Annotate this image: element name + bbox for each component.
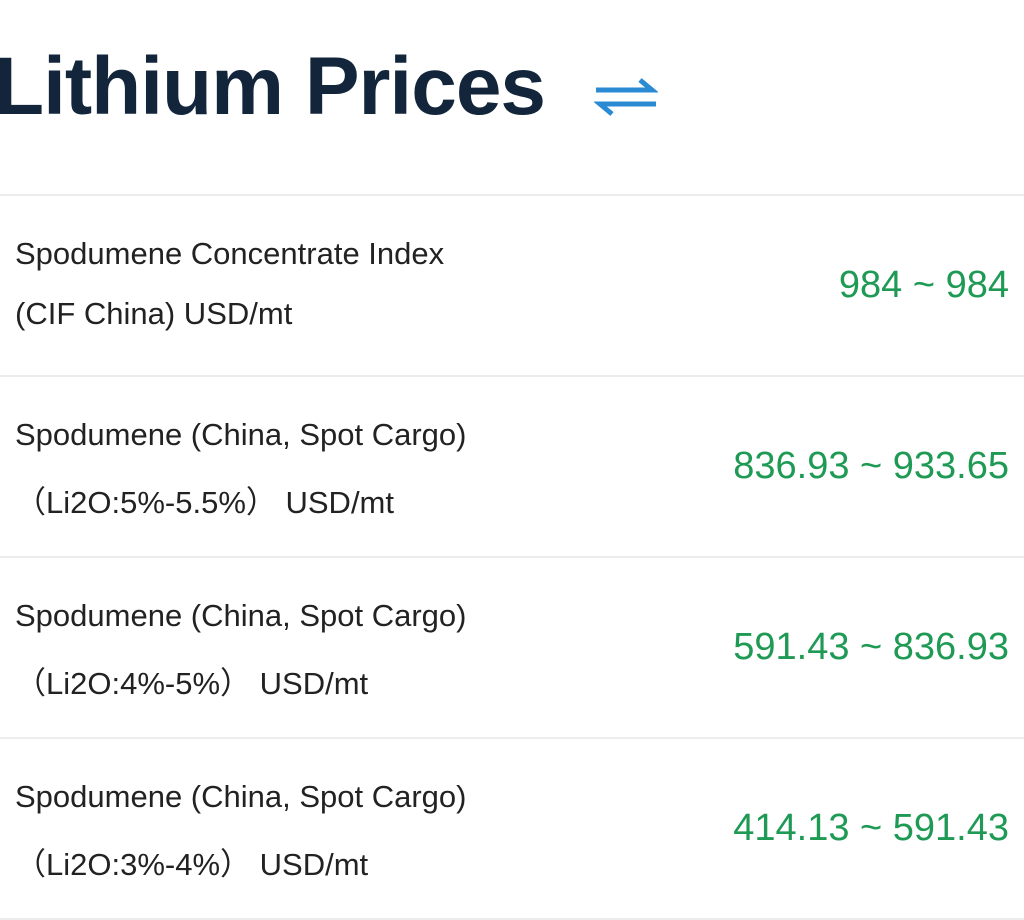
price-row[interactable]: Spodumene (China, Spot Cargo) （Li2O:4%-5%… [0, 558, 1024, 739]
page-title: Lithium Prices [0, 41, 546, 132]
item-name: Spodumene (China, Spot Cargo) [15, 779, 467, 814]
item-name: Spodumene Concentrate Index [15, 236, 445, 271]
price-range: 984 ~ 984 [838, 264, 1009, 306]
price-range: 591.43 ~ 836.93 [733, 626, 1009, 668]
item-name: Spodumene (China, Spot Cargo) [15, 417, 467, 452]
price-range: 414.13 ~ 591.43 [733, 807, 1009, 849]
item-spec: （Li2O:4%-5%） USD/mt [15, 666, 369, 701]
price-row[interactable]: Spodumene (China, Spot Cargo) （Li2O:3%-4%… [0, 739, 1024, 920]
header: Lithium Prices [0, 0, 1024, 196]
price-row[interactable]: Spodumene (China, Spot Cargo) （Li2O:5%-5.… [0, 377, 1024, 558]
item-spec: (CIF China) USD/mt [15, 296, 293, 331]
swap-icon[interactable] [594, 74, 658, 122]
price-list: Spodumene Concentrate Index (CIF China) U… [0, 196, 1024, 920]
item-name: Spodumene (China, Spot Cargo) [15, 598, 467, 633]
item-spec: （Li2O:3%-4%） USD/mt [15, 847, 369, 882]
price-range: 836.93 ~ 933.65 [733, 445, 1009, 487]
item-spec: （Li2O:5%-5.5%） USD/mt [15, 485, 394, 520]
price-row[interactable]: Spodumene Concentrate Index (CIF China) U… [0, 196, 1024, 377]
